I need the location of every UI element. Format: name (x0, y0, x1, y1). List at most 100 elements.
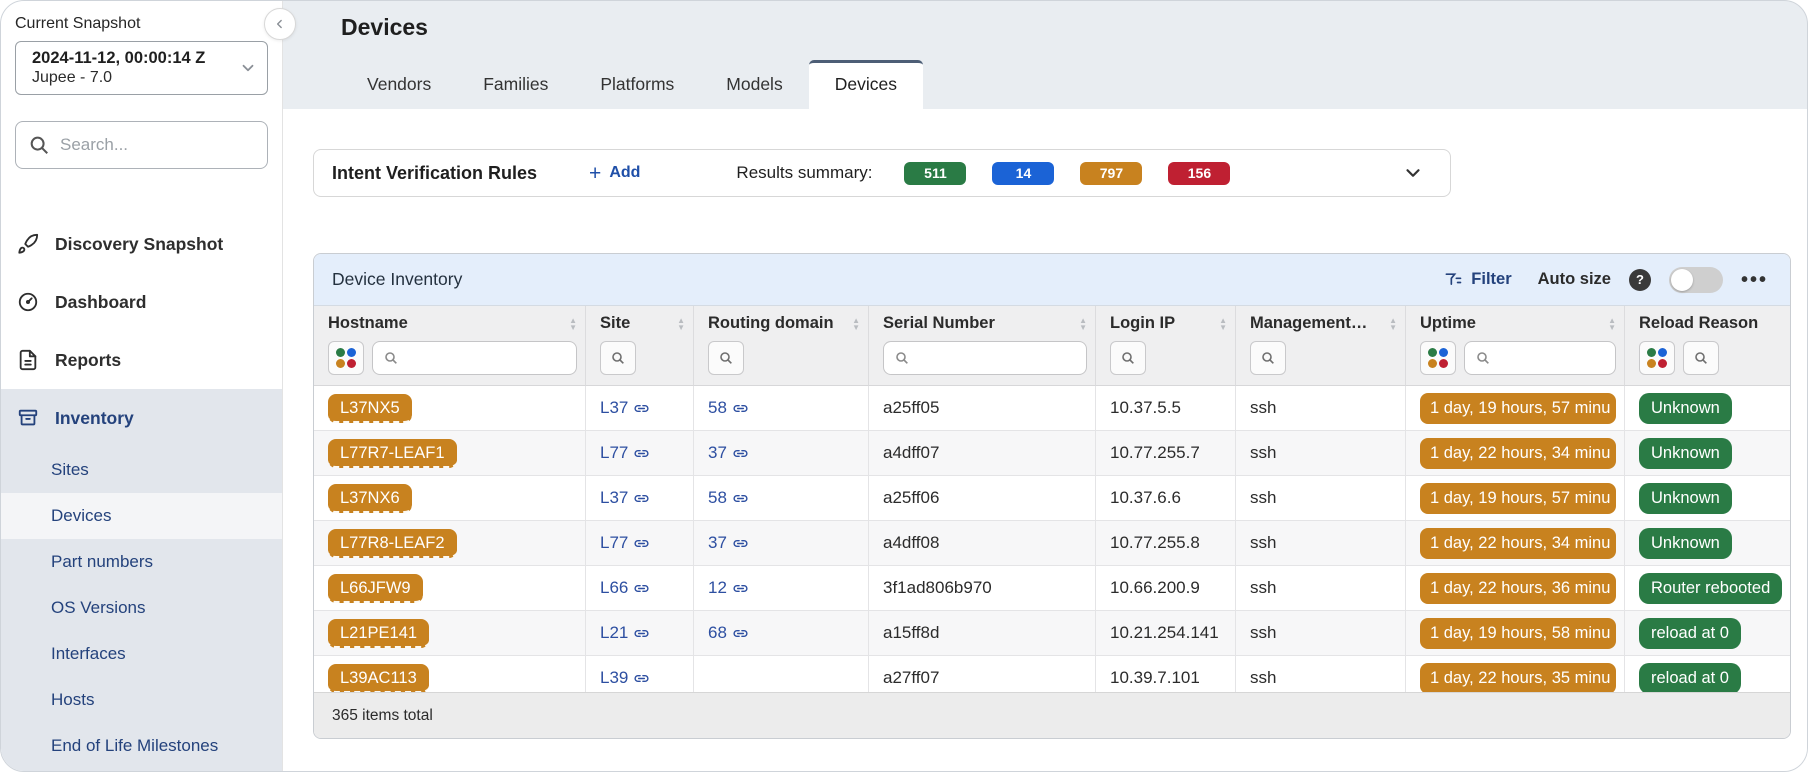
tab-models[interactable]: Models (726, 74, 783, 94)
auto-size-toggle[interactable] (1668, 266, 1723, 293)
cell-link[interactable]: 68 (708, 623, 749, 643)
sort-icon[interactable]: ▲ ▼ (852, 315, 860, 332)
column-colors-icon (336, 348, 356, 368)
sidebar-item-interfaces[interactable]: Interfaces (51, 644, 126, 663)
sidebar-item-os-versions[interactable]: OS Versions (51, 598, 146, 617)
link-icon (634, 674, 649, 682)
help-icon[interactable]: ? (1628, 268, 1651, 291)
table-cell-login_ip: 10.77.255.7 (1096, 431, 1236, 475)
sidebar-item-part-numbers[interactable]: Part numbers (51, 552, 154, 571)
cell-link[interactable]: L66 (600, 578, 650, 598)
column-header-login_ip: Login IP ▲ ▼ (1096, 306, 1236, 337)
sort-icon[interactable]: ▲ ▼ (1079, 315, 1087, 332)
cell-text: 10.39.7.101 (1110, 668, 1200, 687)
cell-link[interactable]: L77 (600, 443, 650, 463)
snapshot-select[interactable]: 2024-11-12, 00:00:14 Z Jupee - 7.0 (15, 41, 268, 95)
cell-link[interactable]: 12 (708, 578, 749, 598)
link-text: 58 (708, 398, 727, 417)
hostname-badge[interactable]: L21PE141 (328, 618, 430, 648)
link-text: 58 (708, 488, 727, 507)
sidebar-collapse-button[interactable] (264, 8, 296, 40)
more-options-button[interactable]: ••• (1740, 268, 1768, 291)
link-icon (634, 629, 649, 637)
table-cell-serial: a25ff06 (869, 476, 1096, 520)
link-icon (733, 584, 748, 592)
column-search-button[interactable] (600, 341, 636, 375)
column-filter-reload (1625, 337, 1790, 386)
sidebar-item-devices[interactable]: Devices (1, 493, 282, 539)
hostname-badge[interactable]: L37NX6 (328, 483, 412, 513)
summary-badge[interactable]: 797 (1080, 161, 1143, 185)
sidebar-item-hosts[interactable]: Hosts (51, 690, 95, 709)
hostname-badge[interactable]: L39AC113 (328, 663, 429, 692)
table-cell-mgmt: ssh (1236, 386, 1406, 430)
tab-platforms[interactable]: Platforms (600, 74, 675, 94)
tab-families[interactable]: Families (483, 74, 549, 94)
sort-icon[interactable]: ▲ ▼ (569, 315, 577, 332)
summary-badge[interactable]: 511 (904, 161, 967, 185)
color-filter-button[interactable] (328, 341, 364, 375)
sidebar-item-inventory[interactable]: Inventory (1, 389, 282, 447)
sort-icon[interactable]: ▲ ▼ (677, 315, 685, 332)
cell-link[interactable]: 58 (708, 488, 749, 508)
summary-badge[interactable]: 14 (992, 161, 1055, 185)
uptime-badge: 1 day, 22 hours, 36 minu (1420, 572, 1616, 604)
device-inventory-panel: Device Inventory Filter Auto size ? ••• … (313, 253, 1791, 739)
hostname-badge[interactable]: L77R8-LEAF2 (328, 528, 457, 558)
cell-link[interactable]: L37 (600, 398, 650, 418)
uptime-badge: 1 day, 22 hours, 35 minu (1420, 662, 1616, 692)
expand-chevron-down-icon[interactable] (1402, 162, 1424, 184)
sidebar-item-discovery-snapshot[interactable]: Discovery Snapshot (1, 215, 282, 273)
sort-icon[interactable]: ▲ ▼ (1608, 315, 1616, 332)
cell-link[interactable]: 58 (708, 398, 749, 418)
report-icon (19, 349, 37, 371)
sidebar-item-end-of-life-milestones[interactable]: End of Life Milestones (51, 736, 219, 755)
filter-funnel-icon (1445, 272, 1462, 285)
column-colors-icon (1647, 348, 1667, 368)
cell-link[interactable]: L77 (600, 533, 650, 553)
color-filter-button[interactable] (1420, 341, 1456, 375)
column-search-button[interactable] (708, 341, 744, 375)
sidebar-item-sites[interactable]: Sites (51, 460, 89, 479)
search-placeholder: Search... (60, 135, 129, 154)
items-total-label: 365 items total (332, 706, 433, 724)
column-search-button[interactable] (1683, 341, 1719, 375)
filter-label: Filter (1471, 270, 1512, 288)
column-filter-site (586, 337, 694, 386)
tab-vendors[interactable]: Vendors (367, 74, 432, 94)
add-button-label: Add (609, 164, 641, 181)
sidebar-item-reports[interactable]: Reports (1, 331, 282, 389)
cell-link[interactable]: 37 (708, 533, 749, 553)
column-search-button[interactable] (1110, 341, 1146, 375)
column-search-button[interactable] (1250, 341, 1286, 375)
column-search-input[interactable] (883, 341, 1087, 375)
sort-icon[interactable]: ▲ ▼ (1389, 315, 1397, 332)
sidebar-item-dashboard[interactable]: Dashboard (1, 273, 282, 331)
column-search-input[interactable] (372, 341, 577, 375)
hostname-badge[interactable]: L37NX5 (328, 393, 412, 423)
color-filter-button[interactable] (1639, 341, 1675, 375)
table-header-row: Hostname ▲ ▼ Site ▲ ▼ Routing domain ▲ ▼ Serial N… (314, 306, 1790, 337)
cell-text: 3f1ad806b970 (883, 578, 992, 597)
link-icon (634, 449, 649, 457)
cell-link[interactable]: L37 (600, 488, 650, 508)
column-header-routing: Routing domain ▲ ▼ (694, 306, 869, 337)
summary-badge[interactable]: 156 (1168, 161, 1231, 185)
cell-text: ssh (1250, 668, 1277, 687)
column-label: Reload Reason (1639, 314, 1759, 332)
reload-reason-badge: reload at 0 (1639, 617, 1741, 649)
cell-link[interactable]: 37 (708, 443, 749, 463)
hostname-badge[interactable]: L77R7-LEAF1 (328, 438, 457, 468)
column-search-input[interactable] (1464, 341, 1616, 375)
tab-devices[interactable]: Devices (808, 60, 923, 109)
table-row: L37NX5 L37 58 a25ff05 10.37.5.5 ssh 1 day, 19 … (314, 386, 1790, 431)
search-input[interactable]: Search... (15, 121, 268, 169)
hostname-badge[interactable]: L66JFW9 (328, 573, 423, 603)
filter-button[interactable]: Filter (1443, 270, 1512, 290)
sort-icon[interactable]: ▲ ▼ (1219, 315, 1227, 332)
cell-link[interactable]: L39 (600, 668, 650, 688)
column-header-reload: Reload Reason▲▼ (1625, 306, 1790, 337)
add-rule-button[interactable]: + Add (589, 163, 640, 184)
cell-link[interactable]: L21 (600, 623, 650, 643)
